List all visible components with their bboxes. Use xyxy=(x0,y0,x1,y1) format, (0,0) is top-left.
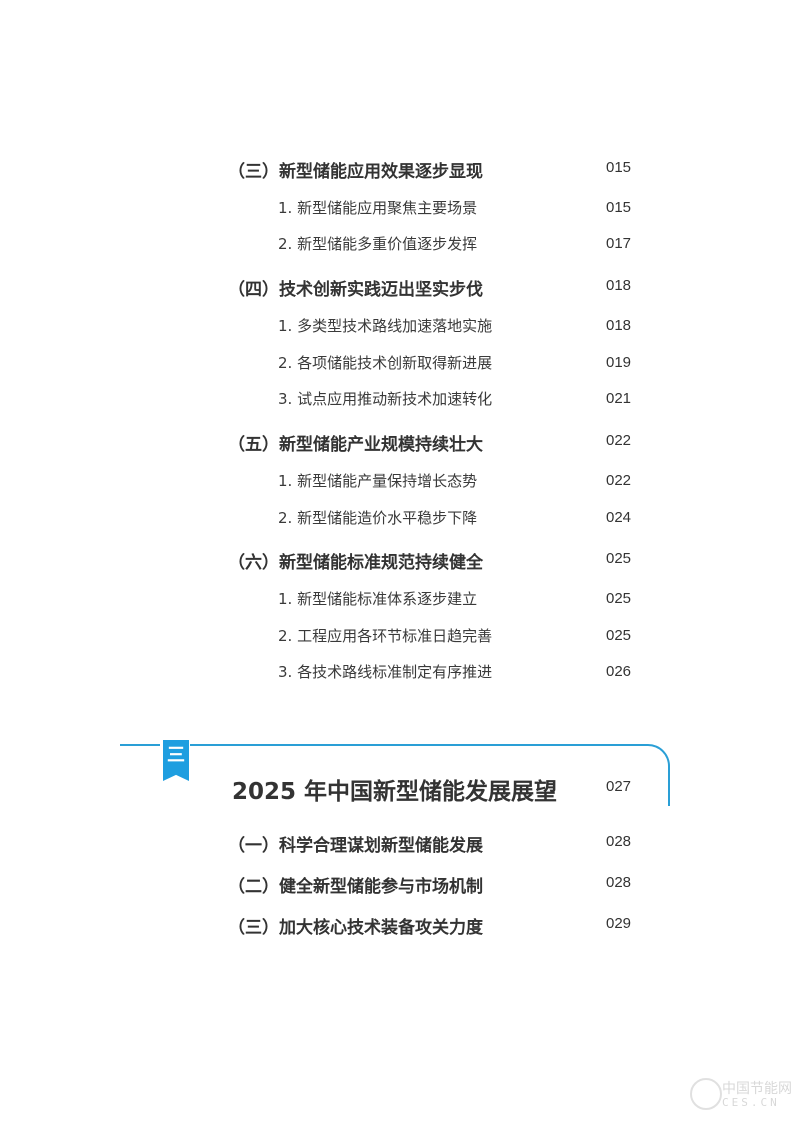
toc-subsection-row[interactable]: 3. 试点应用推动新技术加速转化 021 xyxy=(0,388,800,412)
toc-subsection-row[interactable]: 1. 新型储能产量保持增长态势 022 xyxy=(0,470,800,494)
toc-entry-title: （五）新型储能产业规模持续壮大 xyxy=(228,435,483,455)
toc-page-number: 026 xyxy=(606,663,632,680)
bookmark-icon: 三 xyxy=(163,740,189,781)
toc-entry-title: 2. 工程应用各环节标准日趋完善 xyxy=(278,627,493,645)
toc-subsection-row[interactable]: 1. 新型储能应用聚焦主要场景 015 xyxy=(0,197,800,221)
toc-page-number: 022 xyxy=(606,432,632,449)
toc-section-row[interactable]: （二）健全新型储能参与市场机制 028 xyxy=(0,872,800,897)
toc-entry-title: 2. 新型储能多重价值逐步发挥 xyxy=(278,235,478,253)
toc-entry-title: 1. 多类型技术路线加速落地实施 xyxy=(278,317,493,335)
toc-page-number: 018 xyxy=(606,317,632,334)
chapter-frame-line xyxy=(120,744,670,806)
toc-entry-title: （三）加大核心技术装备攻关力度 xyxy=(228,918,483,938)
toc-entry-title: 1. 新型储能产量保持增长态势 xyxy=(278,472,478,490)
toc-entry-title: 3. 各技术路线标准制定有序推进 xyxy=(278,663,493,681)
chapter-badge: 三 xyxy=(160,740,190,782)
toc-page-number: 025 xyxy=(606,627,632,644)
toc-section-row[interactable]: （三）新型储能应用效果逐步显现 015 xyxy=(0,157,800,182)
toc-page-number: 024 xyxy=(606,509,632,526)
toc-page-number: 028 xyxy=(606,874,632,891)
toc-subsection-row[interactable]: 1. 多类型技术路线加速落地实施 018 xyxy=(0,315,800,339)
toc-page-number: 017 xyxy=(606,235,632,252)
toc-page-number: 015 xyxy=(606,159,632,176)
toc-page-number: 018 xyxy=(606,277,632,294)
ces-logo-icon xyxy=(690,1078,722,1110)
toc-subsection-row[interactable]: 1. 新型储能标准体系逐步建立 025 xyxy=(0,588,800,612)
toc-section-row[interactable]: （五）新型储能产业规模持续壮大 022 xyxy=(0,430,800,455)
toc-page-number: 019 xyxy=(606,354,632,371)
toc-page-number: 029 xyxy=(606,915,632,932)
toc-section-row[interactable]: （六）新型储能标准规范持续健全 025 xyxy=(0,548,800,573)
toc-entry-title: 1. 新型储能标准体系逐步建立 xyxy=(278,590,478,608)
toc-entry-title: 2. 新型储能造价水平稳步下降 xyxy=(278,509,478,527)
toc-subsection-row[interactable]: 2. 工程应用各环节标准日趋完善 025 xyxy=(0,625,800,649)
chapter-title[interactable]: 2025 年中国新型储能发展展望 xyxy=(232,779,558,805)
toc-page-number: 022 xyxy=(606,472,632,489)
toc-page-number: 025 xyxy=(606,550,632,567)
watermark-en: CES.CN xyxy=(722,1096,780,1109)
toc-entry-title: 2. 各项储能技术创新取得新进展 xyxy=(278,354,493,372)
toc-section-row[interactable]: （四）技术创新实践迈出坚实步伐 018 xyxy=(0,275,800,300)
toc-subsection-row[interactable]: 3. 各技术路线标准制定有序推进 026 xyxy=(0,661,800,685)
toc-entry-title: （四）技术创新实践迈出坚实步伐 xyxy=(228,280,483,300)
toc-entry-title: （三）新型储能应用效果逐步显现 xyxy=(228,162,483,182)
watermark-cn: 中国节能网 xyxy=(722,1081,792,1097)
toc-subsection-row[interactable]: 2. 新型储能造价水平稳步下降 024 xyxy=(0,507,800,531)
chapter-page-number: 027 xyxy=(606,778,632,795)
toc-subsection-row[interactable]: 2. 新型储能多重价值逐步发挥 017 xyxy=(0,233,800,257)
toc-section-row[interactable]: （一）科学合理谋划新型储能发展 028 xyxy=(0,831,800,856)
toc-entry-title: 1. 新型储能应用聚焦主要场景 xyxy=(278,199,478,217)
toc-page-number: 025 xyxy=(606,590,632,607)
toc-section-row[interactable]: （三）加大核心技术装备攻关力度 029 xyxy=(0,913,800,938)
toc-entry-title: （六）新型储能标准规范持续健全 xyxy=(228,553,483,573)
toc-subsection-row[interactable]: 2. 各项储能技术创新取得新进展 019 xyxy=(0,352,800,376)
toc-page-number: 028 xyxy=(606,833,632,850)
toc-page-number: 015 xyxy=(606,199,632,216)
toc-entry-title: （一）科学合理谋划新型储能发展 xyxy=(228,836,483,856)
toc-page-number: 021 xyxy=(606,390,632,407)
toc-entry-title: （二）健全新型储能参与市场机制 xyxy=(228,877,483,897)
toc-entry-title: 3. 试点应用推动新技术加速转化 xyxy=(278,390,493,408)
